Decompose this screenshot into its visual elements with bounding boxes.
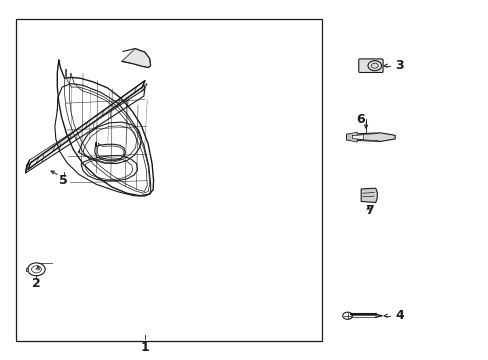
Text: 2: 2 [32,277,41,290]
FancyBboxPatch shape [358,59,382,72]
Text: 3: 3 [394,59,403,72]
Text: 6: 6 [355,113,364,126]
Text: 7: 7 [365,204,373,217]
Text: 4: 4 [394,309,403,322]
Bar [16,19,322,341]
Text: 1: 1 [140,341,149,354]
Polygon shape [361,188,376,203]
Polygon shape [346,132,357,142]
Polygon shape [27,84,147,166]
Text: 5: 5 [59,174,68,186]
Polygon shape [352,135,363,140]
Polygon shape [26,268,28,271]
Polygon shape [122,49,150,67]
Polygon shape [28,81,144,169]
Polygon shape [346,133,394,141]
